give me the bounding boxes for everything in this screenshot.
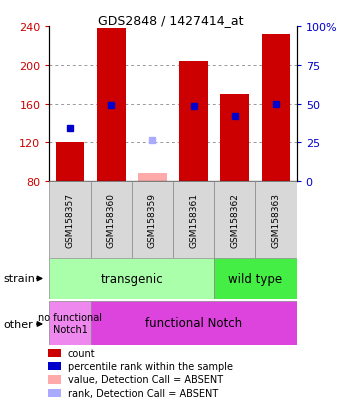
Text: GSM158363: GSM158363 [271,192,281,247]
Text: rank, Detection Call = ABSENT: rank, Detection Call = ABSENT [68,388,218,398]
Bar [56,143,85,182]
Bar [97,29,126,182]
Text: value, Detection Call = ABSENT: value, Detection Call = ABSENT [68,375,223,385]
Bar [179,62,208,182]
Text: GSM158359: GSM158359 [148,192,157,247]
Text: percentile rank within the sample: percentile rank within the sample [68,361,233,371]
Bar [214,258,297,299]
Text: GSM158362: GSM158362 [231,192,239,247]
Bar [49,301,91,345]
Bar [173,182,214,258]
Bar [262,35,291,182]
Bar [49,182,91,258]
Bar [138,174,167,182]
Bar [255,182,297,258]
Bar [220,95,249,182]
Text: functional Notch: functional Notch [145,317,242,330]
Text: transgenic: transgenic [101,272,163,285]
Text: GSM158361: GSM158361 [189,192,198,247]
Text: GDS2848 / 1427414_at: GDS2848 / 1427414_at [98,14,243,27]
Text: other: other [3,319,33,329]
Text: GSM158360: GSM158360 [107,192,116,247]
Text: GSM158357: GSM158357 [65,192,75,247]
Text: count: count [68,348,95,358]
Bar [91,301,297,345]
Bar [91,182,132,258]
Bar [132,182,173,258]
Text: no functional
Notch1: no functional Notch1 [38,312,102,334]
Text: strain: strain [3,274,35,284]
Bar [49,258,214,299]
Bar [214,182,255,258]
Text: wild type: wild type [228,272,283,285]
